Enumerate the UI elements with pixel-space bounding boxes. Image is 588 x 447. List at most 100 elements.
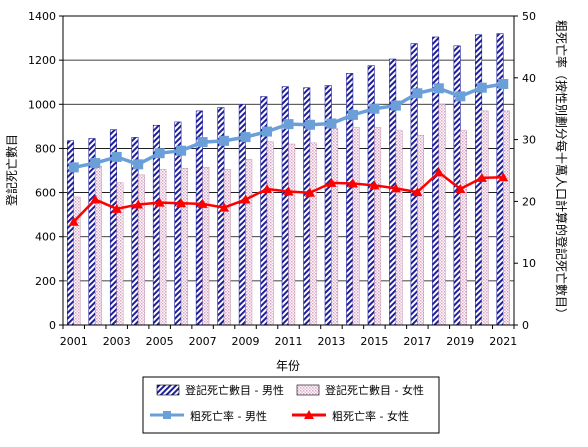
plot-area-frame: [62, 15, 515, 326]
x-tick-label: 2001: [60, 335, 88, 348]
marker-female-2014: [347, 178, 358, 188]
bars: [66, 33, 510, 326]
marker-female-2010: [262, 184, 273, 194]
y-right-tick-label: 50: [522, 10, 536, 23]
marker-female-2007: [197, 198, 208, 208]
marker-female-2018: [433, 167, 444, 177]
bar-female-2021: [503, 110, 510, 326]
bar-female-2014: [352, 127, 360, 326]
marker-male-2003: [111, 151, 122, 162]
bar-female-2005: [159, 169, 167, 326]
x-tick-label: 2009: [232, 335, 260, 348]
y-left-tick-label: 1400: [28, 10, 56, 23]
marker-male-2014: [347, 109, 358, 120]
marker-female-2006: [176, 198, 187, 208]
marker-male-2017: [412, 88, 423, 99]
marker-male-2004: [133, 159, 144, 170]
y-right-tick-label: 20: [522, 195, 536, 208]
bar-female-2013: [331, 128, 339, 326]
legend-swatch-female-bars: [296, 384, 320, 396]
legend: 登記死亡數目 - 男性 登記死亡數目 - 女性 粗死亡率 - 男性 粗死亡率 -…: [142, 376, 440, 434]
legend-frame: [142, 376, 440, 434]
legend-swatch-female-marker: [304, 410, 314, 419]
marker-female-2002: [90, 194, 101, 204]
legend-swatch-male-bars: [156, 384, 180, 396]
bar-female-2015: [374, 127, 382, 326]
x-tick-label: 2005: [146, 335, 174, 348]
marker-female-2003: [111, 203, 122, 213]
bar-female-2009: [245, 159, 253, 326]
x-tick-label: 2007: [189, 335, 217, 348]
bar-female-2010: [266, 141, 274, 326]
marker-male-2001: [68, 162, 79, 173]
y-right-tick-label: 30: [522, 134, 536, 147]
axes: 0 200 400 600 800 1000 1200 1400 0 10 20 30 40 50 2001…: [28, 10, 536, 348]
marker-female-2001: [68, 216, 79, 226]
bar-female-2017: [417, 134, 425, 326]
bar-male-2018: [432, 36, 440, 326]
legend-label-female-bars: 登記死亡數目 - 女性: [325, 383, 424, 397]
y-left-tick-label: 0: [49, 319, 56, 332]
marker-male-2002: [90, 158, 101, 169]
marker-male-2013: [326, 118, 337, 129]
marker-female-2020: [476, 172, 487, 182]
marker-female-2005: [154, 197, 165, 207]
bar-male-2017: [410, 43, 418, 326]
marker-female-2015: [369, 180, 380, 190]
marker-female-2011: [283, 186, 294, 196]
x-tick-label: 2003: [103, 335, 131, 348]
marker-male-2019: [455, 91, 466, 102]
bar-female-2011: [288, 143, 296, 326]
y-left-tick-label: 400: [35, 231, 56, 244]
marker-female-2008: [219, 202, 230, 212]
y-left-tick-label: 800: [35, 142, 56, 155]
marker-female-2013: [326, 177, 337, 187]
legend-label-female-line: 粗死亡率 - 女性: [332, 409, 409, 423]
marker-male-2020: [476, 82, 487, 93]
marker-male-2012: [304, 119, 315, 130]
x-tick-label: 2011: [275, 335, 303, 348]
marker-male-2007: [197, 137, 208, 148]
y-axis-left-label: 登記死亡數目: [4, 134, 19, 206]
marker-female-2012: [304, 187, 315, 197]
bar-female-2020: [481, 110, 489, 326]
marker-male-2010: [262, 126, 273, 137]
bar-female-2006: [180, 168, 188, 326]
bar-female-2003: [116, 182, 124, 326]
marker-female-2017: [412, 187, 423, 197]
marker-female-2009: [240, 194, 251, 204]
x-axis-label: 年份: [276, 359, 300, 373]
y-left-tick-label: 1200: [28, 54, 56, 67]
bar-female-2008: [223, 169, 231, 326]
marker-male-2009: [240, 132, 251, 143]
marker-female-2004: [133, 199, 144, 209]
marker-male-2006: [176, 145, 187, 156]
bar-female-2019: [460, 130, 467, 326]
marker-male-2018: [433, 83, 444, 94]
x-tick-label: 2021: [489, 335, 517, 348]
marker-female-2016: [390, 183, 401, 193]
marker-male-2008: [219, 135, 230, 146]
y-left-tick-label: 200: [35, 275, 56, 288]
marker-female-2019: [455, 184, 466, 194]
x-tick-label: 2017: [403, 335, 431, 348]
legend-swatch-male-marker: [163, 411, 171, 419]
marker-male-2016: [390, 100, 401, 111]
bar-female-2002: [95, 165, 102, 326]
marker-male-2015: [369, 103, 380, 114]
y-left-tick-label: 1000: [28, 98, 56, 111]
legend-label-male-bars: 登記死亡數目 - 男性: [185, 383, 284, 397]
x-tick-label: 2019: [446, 335, 474, 348]
bar-female-2016: [395, 130, 403, 326]
y-left-tick-label: 600: [35, 187, 56, 200]
y-right-tick-label: 10: [522, 257, 536, 270]
y-right-tick-label: 0: [522, 319, 529, 332]
x-tick-label: 2013: [317, 335, 345, 348]
y-right-tick-label: 40: [522, 72, 536, 85]
x-tick-label: 2015: [360, 335, 388, 348]
marker-male-2011: [283, 119, 294, 130]
y-axis-right-label: 粗死亡率（按性別劃分每十萬人口計算的登記死亡數目）: [554, 20, 569, 320]
legend-label-male-line: 粗死亡率 - 男性: [190, 409, 267, 423]
